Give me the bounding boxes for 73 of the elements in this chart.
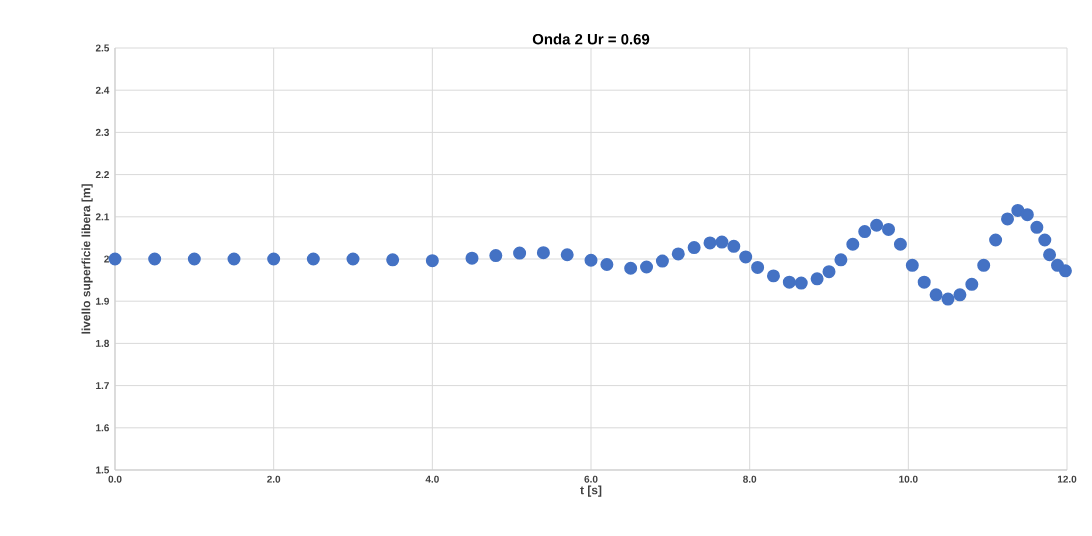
x-tick-label: 12.0 xyxy=(1057,475,1077,483)
point xyxy=(751,260,765,274)
x-tick-label: 6.0 xyxy=(584,475,598,483)
point xyxy=(929,288,943,302)
point xyxy=(1020,208,1034,222)
x-tick-label: 10.0 xyxy=(899,475,918,483)
y-tick-label: 1.5 xyxy=(96,466,110,474)
y-tick-label: 1.6 xyxy=(96,424,109,432)
point xyxy=(870,218,884,232)
point xyxy=(846,237,860,251)
point xyxy=(513,246,527,260)
y-tick-label: 1.8 xyxy=(96,339,110,347)
point xyxy=(858,225,872,239)
point xyxy=(1058,264,1072,278)
point xyxy=(941,292,955,306)
y-tick-label: 2.4 xyxy=(95,86,110,94)
y-tick-label: 1.7 xyxy=(96,382,109,390)
point xyxy=(766,269,780,283)
point xyxy=(267,252,281,266)
point xyxy=(655,254,669,268)
x-tick-label: 4.0 xyxy=(425,475,439,483)
point xyxy=(810,272,824,286)
point xyxy=(108,252,122,266)
point xyxy=(306,252,320,266)
point xyxy=(600,257,614,271)
point xyxy=(187,252,201,266)
y-tick-label: 1.9 xyxy=(96,297,109,305)
x-axis-title: t [s] xyxy=(580,485,602,497)
point xyxy=(893,237,907,251)
point xyxy=(227,252,241,266)
y-tick-label: 2 xyxy=(104,255,109,263)
point xyxy=(346,252,360,266)
point xyxy=(425,254,439,268)
point xyxy=(1038,233,1052,247)
point xyxy=(148,252,162,266)
point xyxy=(1030,220,1044,234)
point xyxy=(727,239,741,253)
point xyxy=(977,258,991,272)
point xyxy=(965,277,979,291)
point xyxy=(624,261,638,275)
point xyxy=(1011,203,1025,217)
x-tick-label: 0.0 xyxy=(108,475,122,483)
x-tick-label: 8.0 xyxy=(743,475,757,483)
chart-title: Onda 2 Ur = 0.69 xyxy=(532,33,650,45)
point xyxy=(822,265,836,279)
point xyxy=(465,251,479,265)
point xyxy=(1001,212,1015,226)
point xyxy=(953,288,967,302)
point xyxy=(489,249,503,263)
y-tick-label: 2.2 xyxy=(95,171,109,179)
point xyxy=(584,253,598,267)
y-axis-title: livello superficie libera [m] xyxy=(81,184,93,334)
point xyxy=(687,241,701,255)
y-tick-label: 2.5 xyxy=(95,44,110,52)
point xyxy=(703,236,717,250)
point xyxy=(989,233,1003,247)
point xyxy=(715,235,729,249)
point xyxy=(1043,248,1057,262)
point xyxy=(905,258,919,272)
point xyxy=(917,275,931,289)
point xyxy=(794,276,808,290)
point xyxy=(882,222,896,236)
point xyxy=(671,247,685,261)
point xyxy=(386,253,400,267)
point xyxy=(640,260,654,274)
point xyxy=(782,275,796,289)
x-tick-label: 2.0 xyxy=(267,475,281,483)
y-tick-label: 2.1 xyxy=(95,213,110,221)
y-tick-label: 2.3 xyxy=(95,128,109,136)
point xyxy=(834,253,848,267)
point xyxy=(560,248,574,262)
point xyxy=(739,250,753,264)
point xyxy=(536,246,550,260)
